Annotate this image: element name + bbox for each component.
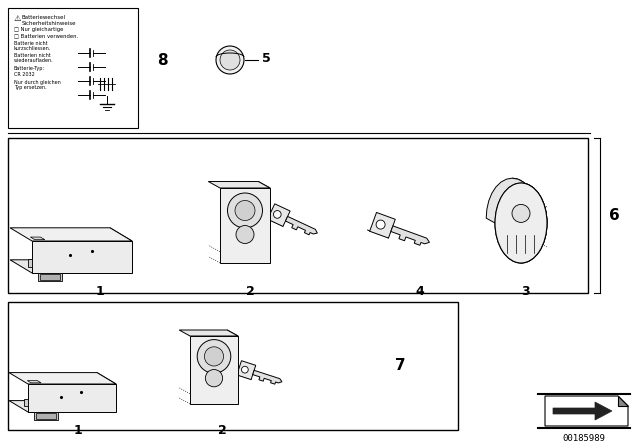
Polygon shape [179,330,238,336]
Polygon shape [24,400,28,406]
Polygon shape [9,373,116,384]
Text: CR 2032: CR 2032 [14,72,35,77]
Text: Typ ersetzen.: Typ ersetzen. [14,85,47,90]
Bar [8,8,138,128]
Polygon shape [553,402,612,420]
Text: 7: 7 [395,358,405,374]
Polygon shape [618,396,628,406]
Polygon shape [34,412,58,420]
Circle shape [236,225,254,244]
Text: Batterien nicht: Batterien nicht [14,53,51,58]
Text: Nur durch gleichen: Nur durch gleichen [14,80,61,85]
Ellipse shape [495,183,547,263]
Bar [36,413,56,419]
Text: 1: 1 [74,424,83,437]
Text: 00185989: 00185989 [563,434,605,443]
Bar [8,302,458,430]
Circle shape [227,193,262,228]
Polygon shape [110,228,132,273]
Text: 4: 4 [415,285,424,298]
Polygon shape [253,370,282,384]
Polygon shape [97,373,116,412]
Polygon shape [285,216,317,235]
Polygon shape [227,330,238,404]
Polygon shape [545,396,628,426]
Text: 6: 6 [609,207,620,223]
Polygon shape [190,336,238,404]
Polygon shape [237,361,256,379]
Polygon shape [38,273,62,281]
Circle shape [216,46,244,74]
Polygon shape [512,178,547,263]
Text: □ Batterien verwenden.: □ Batterien verwenden. [14,33,78,38]
Polygon shape [9,401,116,412]
Polygon shape [391,226,429,245]
Polygon shape [32,241,132,273]
Text: Batterie nicht: Batterie nicht [14,41,47,46]
Text: kurzschliessen.: kurzschliessen. [14,46,51,51]
Text: 8: 8 [157,52,167,68]
Text: ⚠: ⚠ [14,14,22,23]
Circle shape [197,340,231,373]
Circle shape [205,370,223,387]
Circle shape [220,50,240,70]
Circle shape [376,220,385,229]
Circle shape [512,204,530,222]
Text: Sicherheitshinweise: Sicherheitshinweise [22,21,77,26]
Polygon shape [28,381,41,383]
Text: 2: 2 [246,285,254,298]
Polygon shape [268,204,290,226]
Polygon shape [28,258,32,267]
Bar [40,274,60,280]
Circle shape [235,201,255,220]
Polygon shape [10,228,132,241]
Text: 1: 1 [95,285,104,298]
Polygon shape [259,181,270,263]
Text: Batterie-Typ:: Batterie-Typ: [14,66,45,71]
Polygon shape [370,212,396,238]
Circle shape [273,211,281,218]
Bar [8,138,588,293]
Text: Batteriewechsel: Batteriewechsel [22,15,66,20]
Text: 2: 2 [218,424,227,437]
Polygon shape [31,237,45,240]
Ellipse shape [495,183,547,263]
Polygon shape [486,178,547,223]
Text: 5: 5 [262,52,271,65]
Circle shape [241,366,248,373]
Polygon shape [10,260,132,273]
Polygon shape [220,188,270,263]
Polygon shape [208,181,270,188]
Text: □ Nur gleichartige: □ Nur gleichartige [14,27,63,32]
Circle shape [204,347,223,366]
Polygon shape [28,384,116,412]
Text: 3: 3 [521,285,529,298]
Text: wiederaufladen.: wiederaufladen. [14,58,54,63]
